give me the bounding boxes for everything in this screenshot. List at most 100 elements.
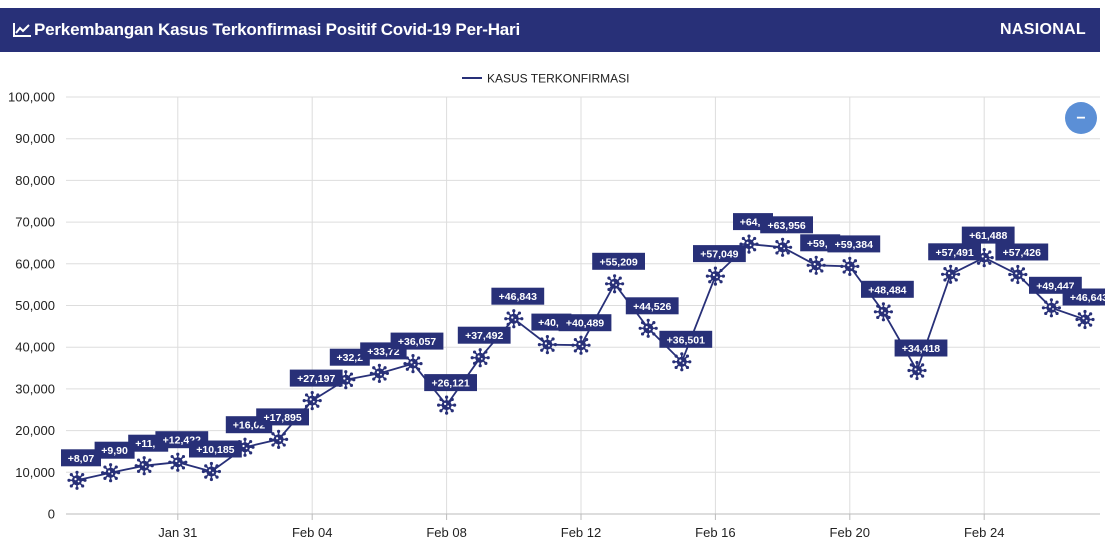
data-point-virus-icon [1075,309,1095,330]
data-label-text: +46,643 [1070,292,1105,304]
data-label: +32,2 [329,348,370,366]
y-tick-label: 70,000 [15,215,55,230]
legend[interactable]: KASUS TERKONFIRMASI [462,72,629,86]
data-point-virus-icon [67,470,87,490]
data-label-box [995,243,1049,261]
data-point-virus-icon [302,391,322,411]
data-label-text: +32,2 [337,352,364,364]
data-label-box [760,216,813,234]
x-tick-label: Feb 04 [292,525,332,540]
data-label: +8,07 [61,449,101,467]
data-label: +46,643 [1062,288,1105,306]
data-point-virus-icon [605,274,625,294]
zoom-out-button[interactable]: − [1065,102,1097,134]
data-point-virus-icon [101,463,121,483]
data-label: +36,501 [659,330,713,348]
data-label: +57,426 [995,243,1049,261]
data-point-virus-icon [705,266,725,286]
line-chart-icon [12,22,32,38]
data-label-text: +44,526 [633,301,671,313]
data-label: +34,418 [894,339,948,357]
data-label: +57,049 [693,245,746,263]
data-point-virus-icon [571,335,591,355]
axes: 0 10,000 20,000 30,000 40,000 50,000 60,000 70,… [8,90,1100,540]
data-label: +46,843 [491,287,545,305]
data-label: +10,185 [189,440,242,458]
minus-icon: − [1076,110,1085,127]
legend-label: KASUS TERKONFIRMASI [487,72,629,86]
data-label-text: +55,209 [599,256,637,268]
data-label-text: +59,384 [835,239,873,251]
chart-title: Perkembangan Kasus Terkonfirmasi Positif… [34,20,520,39]
data-label: +57,491 [928,243,981,261]
data-point-virus-icon [638,318,658,338]
data-label-text: +11,5 [135,438,161,450]
data-label-box [189,440,242,458]
data-label-text: +37,492 [465,330,503,342]
data-label-box [289,369,343,387]
data-label-text: +57,426 [1003,247,1041,259]
data-point-virus-icon [437,395,457,415]
data-label-text: +59,6 [807,238,834,250]
data-label: +37,492 [457,326,511,344]
data-label-box [961,226,1015,244]
data-point-virus-icon [269,429,289,449]
data-label-box [1062,288,1105,306]
data-label-text: +40,6 [538,317,565,329]
data-label-text: +46,843 [499,291,537,303]
data-point-virus-icon [672,352,692,372]
data-label-text: +61,488 [969,230,1007,242]
data-label: +17,895 [256,408,309,426]
x-tick-label: Jan 31 [158,525,197,540]
data-label-text: +10,185 [196,444,234,456]
data-label-box [491,287,545,305]
data-label-box [424,374,477,392]
data-label-text: +8,07 [68,453,95,465]
x-tick-label: Feb 12 [561,525,601,540]
chart-area: 0 10,000 20,000 30,000 40,000 50,000 60,000 70,… [0,52,1105,551]
data-label-text: +63,956 [767,220,805,232]
data-label-box [659,330,713,348]
data-label-box [457,326,511,344]
data-label-box [61,449,101,467]
y-tick-label: 80,000 [15,173,55,188]
data-point-virus-icon [168,452,188,472]
data-label-box [894,339,948,357]
data-point-virus-icon [470,348,490,368]
data-label-box [827,235,881,253]
data-label: +63,956 [760,216,813,234]
data-point-virus-icon [941,264,961,284]
data-label-text: +48,484 [868,284,906,296]
data-label: +55,209 [592,252,645,270]
data-label-text: +64,7 [740,217,767,229]
y-tick-label: 100,000 [8,90,55,105]
chart-header: Perkembangan Kasus Terkonfirmasi Positif… [0,8,1100,52]
y-tick-label: 40,000 [15,340,55,355]
data-point-virus-icon [1041,298,1061,318]
data-label-box [329,348,370,366]
x-tick-label: Feb 20 [830,525,870,540]
data-label: +27,197 [289,369,343,387]
data-label: +9,90 [94,441,135,459]
x-tick-label: Feb 16 [695,525,735,540]
data-label: +36,057 [390,332,444,350]
x-tick-label: Feb 24 [964,525,1004,540]
data-point-virus-icon [806,255,826,275]
data-label: +40,489 [558,314,612,332]
data-label-text: +34,418 [902,343,940,355]
data-label-box [256,408,309,426]
data-label-text: +57,491 [935,247,973,259]
data-point-virus-icon [369,363,389,383]
data-point-virus-icon [504,309,524,329]
data-point-virus-icon [201,461,221,482]
y-tick-label: 10,000 [15,465,55,480]
data-label-text: +26,121 [431,378,469,390]
data-label-box [625,297,679,315]
data-label: +59,384 [827,235,881,253]
data-point-virus-icon [739,234,759,254]
line-chart: 0 10,000 20,000 30,000 40,000 50,000 60,000 70,… [8,72,1105,540]
data-label-box [693,245,746,263]
scope-label: NASIONAL [1000,21,1086,38]
data-point-virus-icon [840,256,860,276]
data-label: +26,121 [424,374,477,392]
